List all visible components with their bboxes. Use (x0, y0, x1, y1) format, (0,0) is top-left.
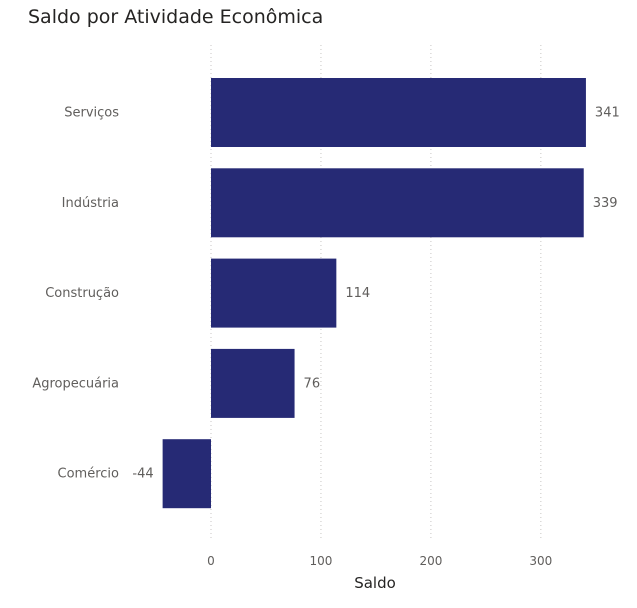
x-tick-label: 200 (419, 554, 442, 568)
bar (211, 78, 586, 147)
x-tick-labels: 0 100 200 300 (207, 554, 552, 568)
category-labels: Serviços Indústria Construção Agropecuária C… (32, 106, 119, 482)
data-label: 76 (304, 376, 321, 391)
category-label: Comércio (58, 467, 120, 482)
x-axis-title: Saldo (354, 574, 396, 592)
x-tick-label: 100 (309, 554, 332, 568)
value-labels: 341 339 114 76 -44 (132, 106, 619, 482)
x-tick-label: 300 (529, 554, 552, 568)
chart-title: Saldo por Atividade Econômica (28, 6, 324, 28)
data-label: 341 (595, 106, 620, 121)
bar (211, 348, 295, 418)
category-label: Serviços (64, 106, 119, 121)
category-label: Agropecuária (32, 376, 119, 391)
bar (211, 258, 337, 328)
bar (211, 168, 584, 238)
data-label: -44 (132, 467, 153, 482)
data-label: 114 (345, 286, 370, 301)
category-label: Indústria (62, 196, 119, 211)
bars (162, 78, 586, 509)
data-label: 339 (593, 196, 618, 211)
x-tick-label: 0 (207, 554, 215, 568)
bar (162, 439, 211, 509)
category-label: Construção (45, 286, 119, 301)
